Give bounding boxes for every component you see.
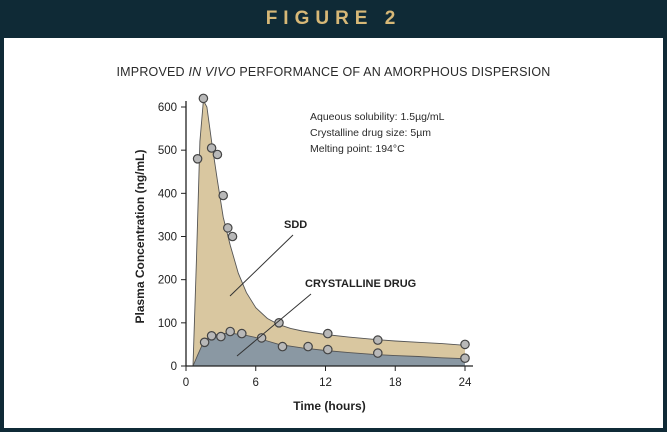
data-point-1 [277, 341, 288, 352]
y-tick-label: 100 [158, 318, 177, 330]
y-axis-label: Plasma Concentration (ng/mL) [133, 149, 147, 323]
data-point-0 [212, 149, 223, 160]
y-tick-label: 300 [158, 232, 177, 244]
data-point-0 [218, 190, 228, 201]
data-point-1 [460, 353, 470, 363]
crystalline-leader-line [236, 293, 312, 357]
data-point-1 [372, 348, 383, 358]
data-point-0 [198, 93, 209, 104]
x-tick-label: 0 [183, 377, 189, 389]
data-point-0 [206, 143, 217, 153]
y-tick-label: 400 [158, 188, 177, 200]
data-point-1 [303, 341, 313, 352]
data-point-0 [227, 231, 238, 242]
data-point-1 [322, 344, 333, 355]
data-point-0 [223, 223, 233, 233]
crystalline-label: CRYSTALLINE DRUG [305, 278, 416, 290]
y-tick-label: 500 [158, 145, 177, 157]
chart-title-part-3: PERFORMANCE OF AN AMORPHOUS DISPERSION [235, 65, 551, 79]
property-annotation: Crystalline drug size: 5µm [310, 127, 431, 139]
x-tick-label: 18 [389, 377, 402, 389]
data-point-1 [199, 337, 210, 348]
data-point-1 [206, 330, 217, 341]
data-point-0 [372, 335, 383, 345]
chart-title-part-1: IMPROVED [116, 65, 189, 79]
sdd-label: SDD [284, 219, 307, 231]
chart-title: IMPROVED IN VIVO PERFORMANCE OF AN AMORP… [4, 65, 663, 79]
data-point-1 [216, 331, 226, 342]
property-annotation: Melting point: 194°C [310, 143, 405, 155]
chart-panel: IMPROVED IN VIVO PERFORMANCE OF AN AMORP… [4, 38, 663, 428]
x-tick-label: 12 [319, 377, 332, 389]
property-annotation: Aqueous solubility: 1.5µg/mL [310, 111, 445, 123]
y-tick-label: 200 [158, 275, 177, 287]
sdd-leader-line [229, 234, 294, 297]
data-point-1 [225, 326, 235, 337]
data-point-0 [460, 339, 470, 350]
chart-svg: 0 100 200 300 400 500 600 0 6 12 18 24 Time (hours) P… [133, 93, 473, 413]
figure-header: FIGURE 2 [0, 0, 667, 38]
y-tick-label: 0 [171, 361, 177, 373]
chart-title-part-2: IN VIVO [188, 65, 236, 79]
x-tick-label: 6 [253, 377, 259, 389]
data-point-1 [237, 328, 247, 339]
data-point-0 [192, 154, 203, 164]
y-tick-label: 600 [158, 102, 177, 114]
x-axis-label: Time (hours) [293, 399, 365, 413]
x-tick-label: 24 [459, 377, 472, 389]
data-point-0 [322, 328, 333, 339]
data-point-1 [256, 333, 267, 343]
data-point-0 [274, 317, 284, 328]
figure-label: FIGURE 2 [265, 8, 402, 29]
